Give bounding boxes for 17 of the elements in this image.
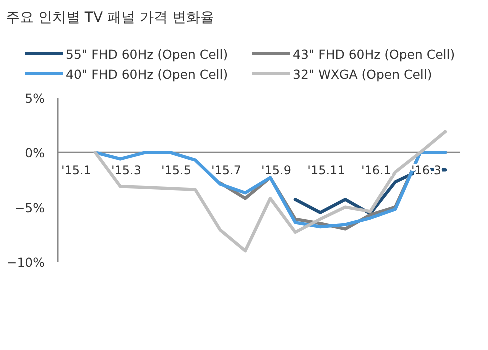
x-tick-label: '15.9 [261,164,292,178]
legend-label: 40" FHD 60Hz (Open Cell) [66,67,228,82]
legend-label: 32" WXGA (Open Cell) [293,67,432,82]
x-tick-label: '16.1 [361,164,392,178]
y-tick-label: −5% [14,200,46,216]
x-tick-label: '15.7 [211,164,242,178]
x-tick-label: '15.3 [111,164,142,178]
y-tick-label: 0% [25,146,46,161]
chart-title: 주요 인치별 TV 패널 가격 변화율 [6,10,214,26]
y-tick-label: 5% [25,91,46,106]
x-tick-label: '15.1 [61,164,92,178]
y-tick-label: −10% [6,255,46,270]
legend-label: 43" FHD 60Hz (Open Cell) [293,47,456,62]
x-tick-label: '15.5 [161,164,192,178]
x-tick-label: '16.3 [411,164,442,178]
legend-label: 55" FHD 60Hz (Open Cell) [66,47,228,62]
x-tick-label: '15.11 [308,164,346,178]
